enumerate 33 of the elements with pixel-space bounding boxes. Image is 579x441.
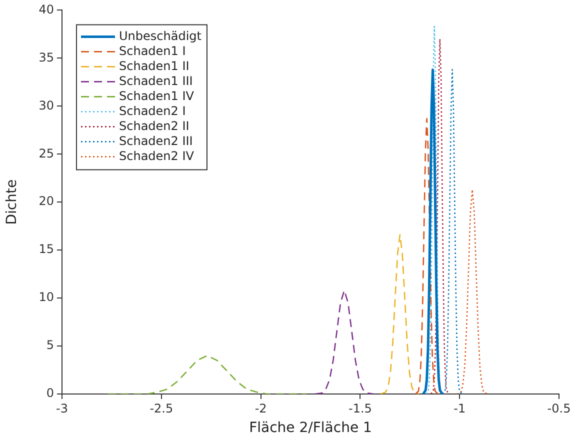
legend-label: Schaden2 I xyxy=(119,104,186,118)
legend-label: Schaden2 IV xyxy=(119,148,195,163)
y-tick-label: 0 xyxy=(46,386,54,400)
y-tick-label: 5 xyxy=(46,338,54,352)
y-tick-label: 10 xyxy=(38,290,54,304)
x-tick-label: -0.5 xyxy=(547,401,571,416)
line-series xyxy=(415,118,439,394)
legend-label: Unbeschädigt xyxy=(119,28,202,43)
x-axis-title: Fläche 2/Fläche 1 xyxy=(249,420,372,436)
line-series xyxy=(426,26,443,394)
line-series xyxy=(380,234,420,394)
x-tick-label: -1.5 xyxy=(348,401,372,416)
legend-label: Schaden1 III xyxy=(119,74,193,88)
line-series xyxy=(430,38,450,394)
y-tick-label: 25 xyxy=(38,146,54,160)
y-axis-title: Dichte xyxy=(4,179,20,225)
x-tick-label: -1 xyxy=(454,401,466,416)
y-tick-label: 35 xyxy=(38,50,54,64)
line-series xyxy=(456,188,488,394)
y-tick-label: 20 xyxy=(38,194,54,208)
y-tick-label: 40 xyxy=(38,2,54,16)
y-tick-label: 15 xyxy=(38,242,54,256)
line-series xyxy=(314,290,374,394)
x-tick-label: -2.5 xyxy=(150,401,174,416)
legend-label: Schaden1 I xyxy=(119,44,186,58)
y-tick-label: 30 xyxy=(38,98,54,112)
legend-label: Schaden2 II xyxy=(119,118,190,133)
x-tick-label: -2 xyxy=(254,401,267,416)
x-tick-label: -3 xyxy=(56,401,68,416)
legend-label: Schaden1 IV xyxy=(119,88,195,103)
legend-label: Schaden2 III xyxy=(119,134,193,148)
line-series xyxy=(107,354,308,394)
legend-label: Schaden1 II xyxy=(119,58,190,73)
